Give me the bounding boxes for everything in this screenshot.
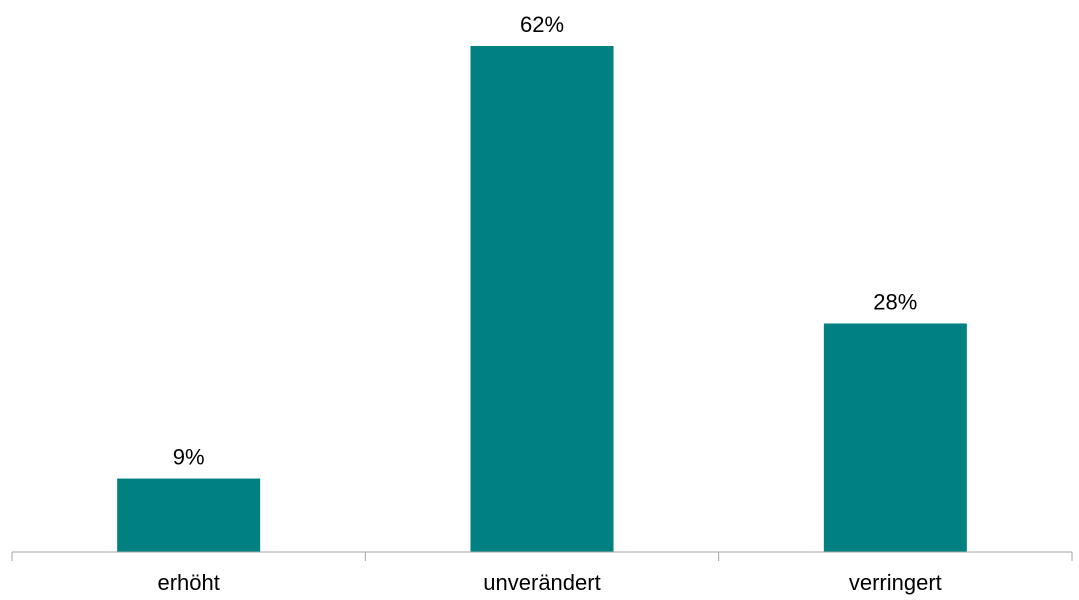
- bar-2: [470, 46, 614, 552]
- category-label-3: verringert: [849, 570, 942, 595]
- bar-1: [117, 478, 261, 552]
- bar-3: [823, 323, 967, 552]
- value-label-1: 9%: [173, 445, 205, 470]
- bars-group: [117, 46, 967, 552]
- value-label-3: 28%: [873, 289, 917, 314]
- labels-group: 9% erhöht 62% unverändert 28% verringert: [157, 12, 941, 595]
- x-axis: [11, 551, 1073, 561]
- category-label-2: unverändert: [483, 570, 600, 595]
- category-label-1: erhöht: [157, 570, 219, 595]
- value-label-2: 62%: [520, 12, 564, 37]
